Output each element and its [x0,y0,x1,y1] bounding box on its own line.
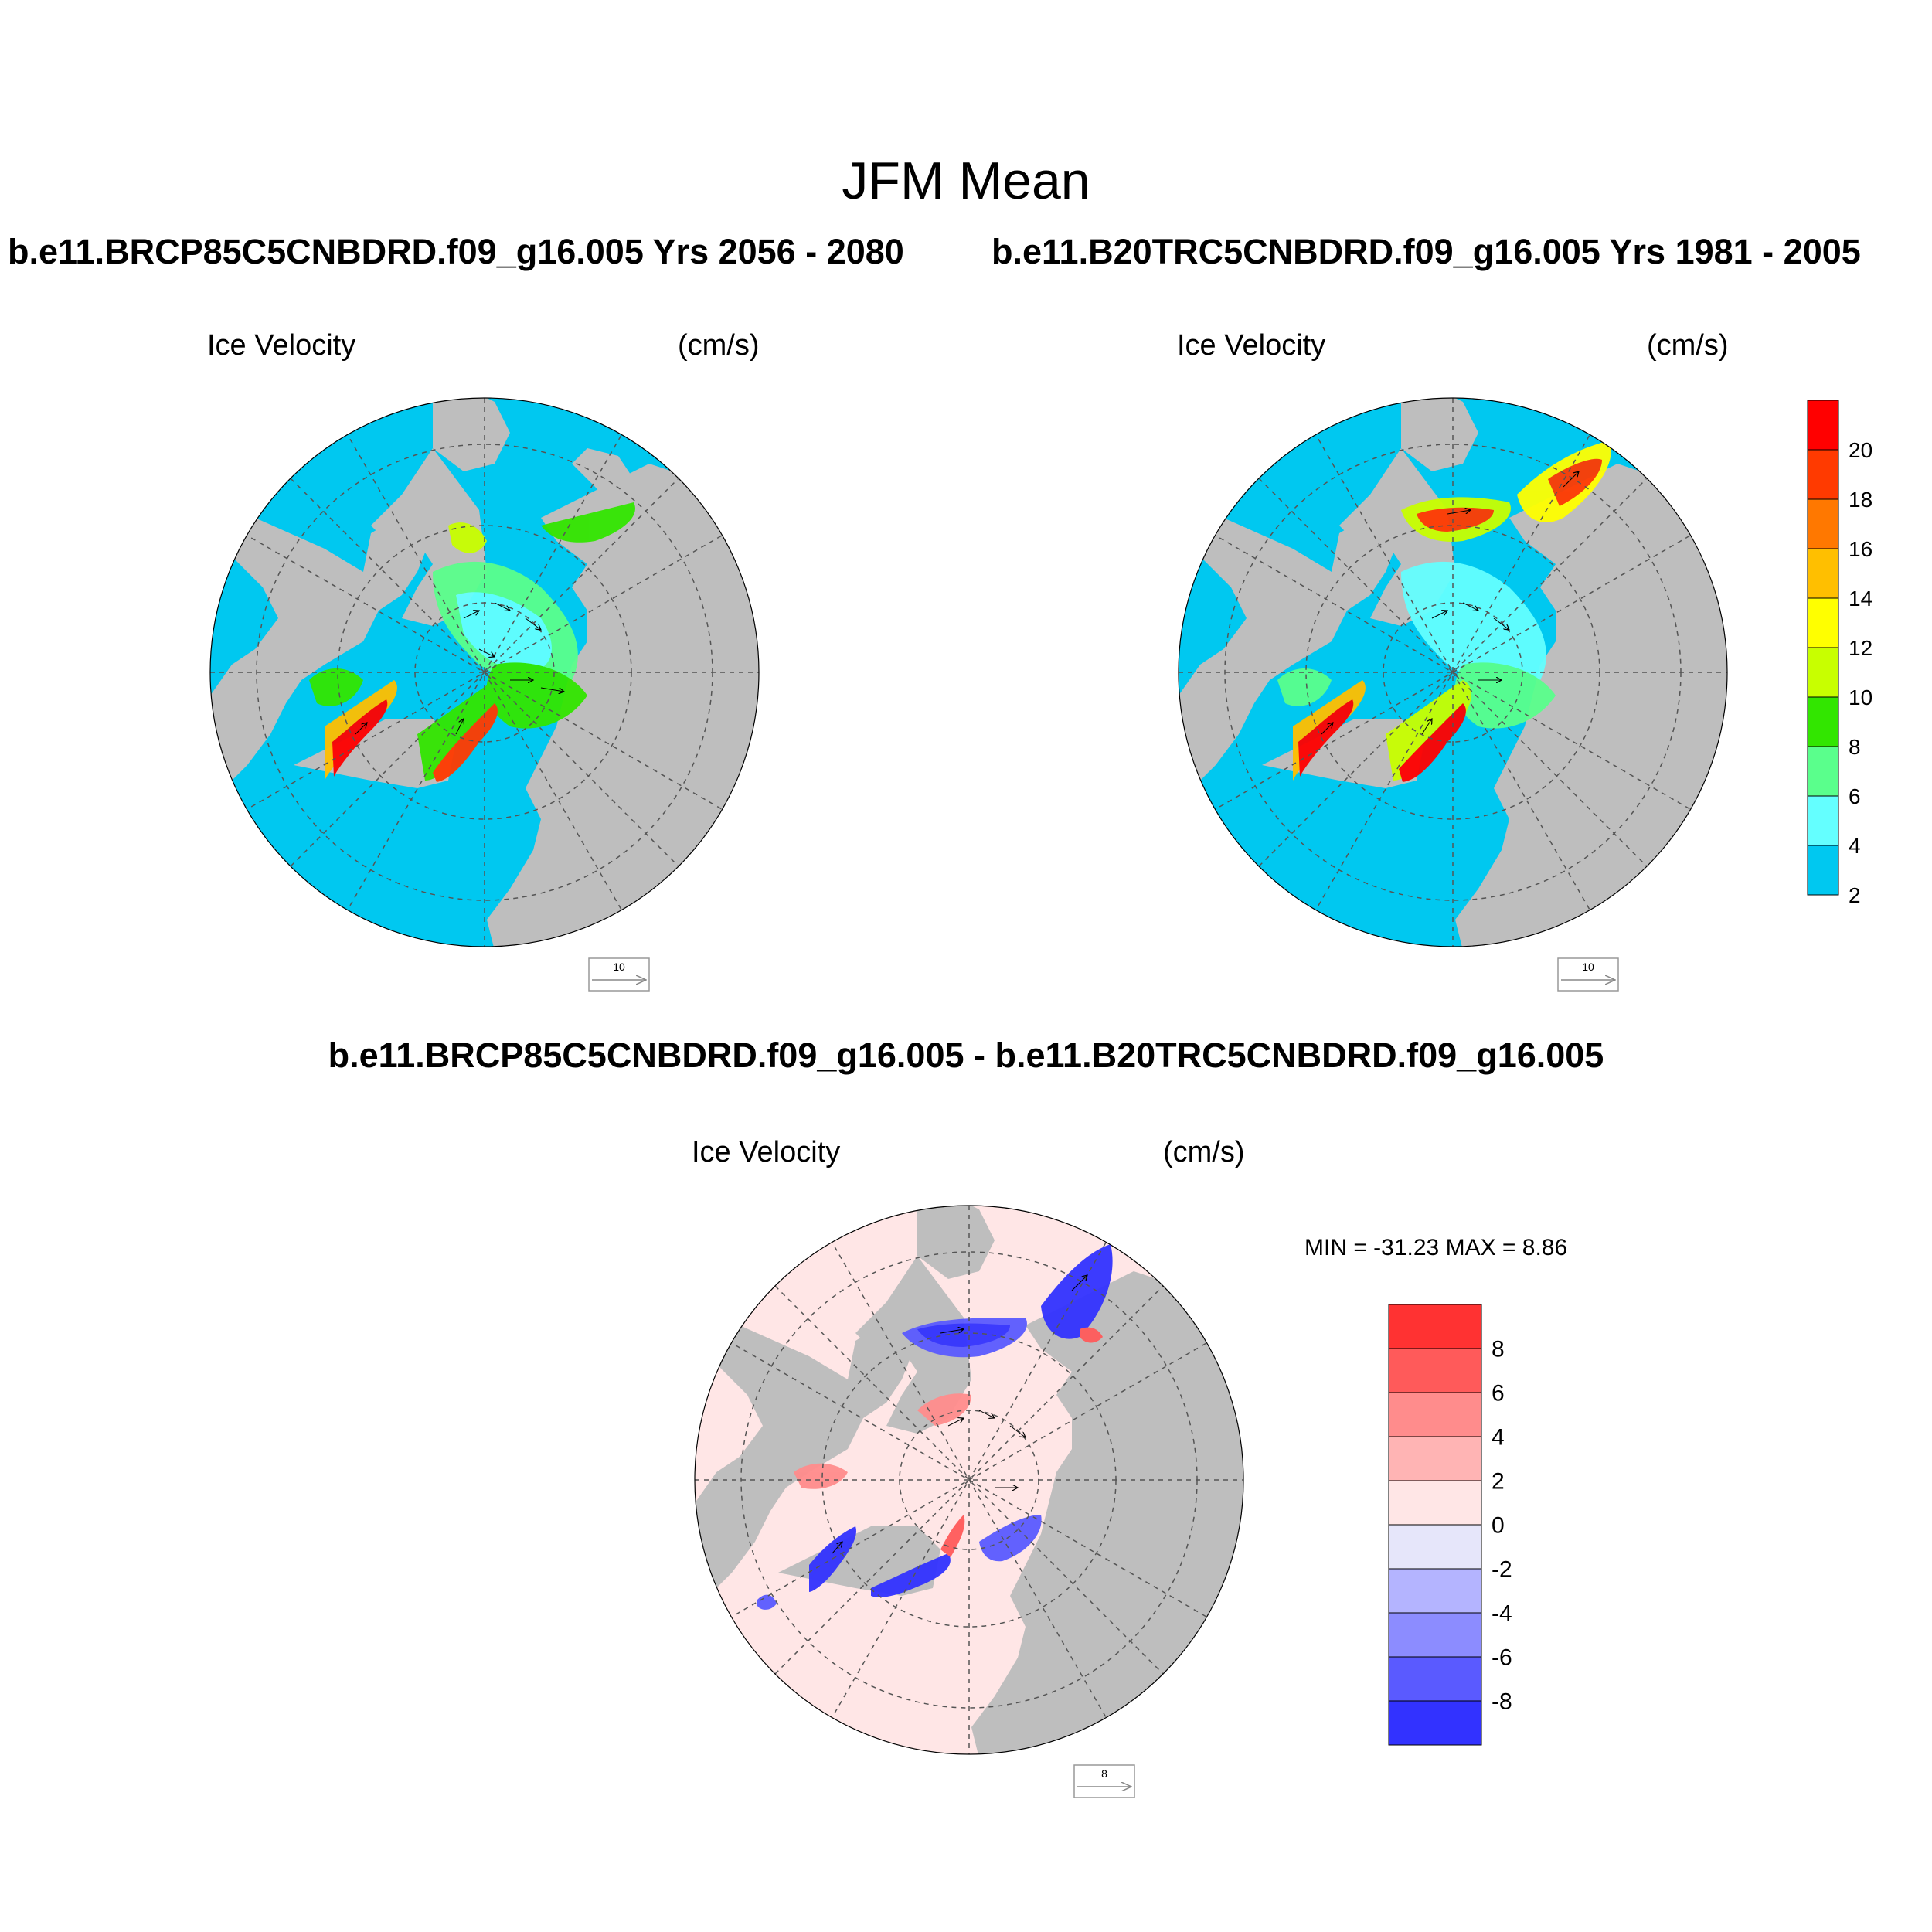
colorbar-tick-label: -4 [1492,1601,1512,1627]
colorbar-swatch [1389,1657,1481,1701]
colorbar-swatch [1808,450,1838,499]
ref-vector-label: 10 [1582,961,1594,973]
colorbar-swatch [1808,648,1838,697]
colorbar-tick-label: 2 [1849,883,1861,907]
colorbar-main: 20 18 16 14 12 10 8 6 4 2 [1808,400,1872,907]
colorbar-tick-label: -2 [1492,1557,1512,1583]
colorbar-tick-label: 14 [1849,587,1872,611]
polar-map-case2 [1169,386,1733,951]
colorbar-tick-label: 6 [1492,1381,1505,1406]
colorbar-tick-label: -6 [1492,1645,1512,1671]
colorbar-swatch [1389,1437,1481,1481]
colorbar-tick-label: 20 [1849,438,1872,462]
colorbar-swatch [1808,845,1838,895]
colorbar-tick-label: 6 [1849,784,1861,808]
colorbar-tick-label: 8 [1849,735,1861,759]
colorbar-swatch [1389,1304,1481,1349]
ref-vector-label: 8 [1101,1767,1107,1780]
colorbar-swatch [1808,697,1838,747]
colorbar-tick-label: 8 [1492,1337,1505,1362]
colorbar-swatch [1808,499,1838,549]
colorbar-tick-label: 12 [1849,636,1872,660]
colorbar-swatch [1389,1525,1481,1569]
colorbar-swatch [1808,400,1838,450]
ref-vector-case2: 10 [1558,958,1618,991]
colorbar-tick-label: -8 [1492,1689,1512,1715]
colorbar-swatch [1808,598,1838,648]
colorbar-swatch [1808,747,1838,796]
ref-vector-difference: 8 [1074,1765,1134,1798]
colorbar-tick-label: 4 [1492,1425,1505,1451]
colorbar-swatch [1389,1349,1481,1393]
colorbar-tick-label: 18 [1849,488,1872,512]
colorbar-swatch [1389,1393,1481,1437]
colorbar-swatch [1389,1569,1481,1613]
colorbar-tick-label: 4 [1849,834,1861,858]
colorbar-tick-label: 0 [1492,1513,1505,1539]
colorbar-tick-label: 16 [1849,537,1872,561]
colorbar-difference: 8 6 4 2 0 -2 -4 -6 -8 [1389,1304,1512,1745]
colorbar-swatch [1389,1613,1481,1657]
colorbar-tick-label: 2 [1492,1469,1505,1495]
colorbar-tick-label: 10 [1849,685,1872,709]
colorbar-swatch [1389,1701,1481,1745]
ref-vector-label: 10 [613,961,625,973]
ref-vector-case1: 10 [589,958,649,991]
polar-map-difference [685,1194,1250,1758]
colorbar-swatch [1389,1481,1481,1525]
polar-map-case1 [201,386,765,951]
colorbar-swatch [1808,796,1838,845]
colorbar-swatch [1808,549,1838,598]
